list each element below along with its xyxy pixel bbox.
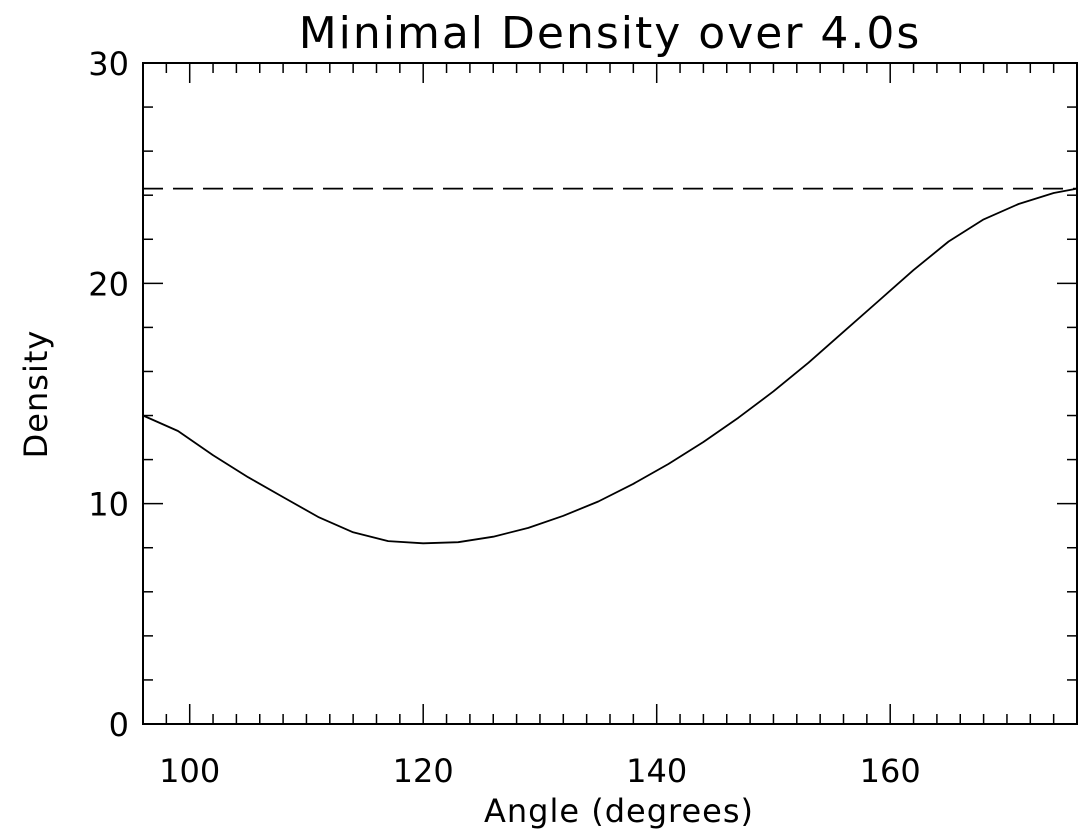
y-tick-label: 0	[109, 706, 129, 744]
x-tick-label: 160	[860, 752, 921, 790]
chart-title: Minimal Density over 4.0s	[299, 8, 922, 59]
y-tick-label: 30	[88, 45, 129, 83]
x-tick-label: 120	[393, 752, 454, 790]
y-tick-label: 20	[88, 265, 129, 303]
x-axis-label: Angle (degrees)	[484, 792, 754, 830]
y-tick-label: 10	[88, 486, 129, 524]
y-axis-label: Density	[17, 330, 55, 459]
series-layer	[143, 189, 1077, 544]
tick-labels: 100 120 140 160 0 10 20 30	[88, 45, 920, 790]
major-ticks	[143, 63, 1077, 724]
x-tick-label: 140	[626, 752, 687, 790]
density-curve	[143, 189, 1077, 544]
minor-ticks	[143, 63, 1077, 724]
plot-frame	[143, 63, 1077, 724]
x-tick-label: 100	[159, 752, 220, 790]
